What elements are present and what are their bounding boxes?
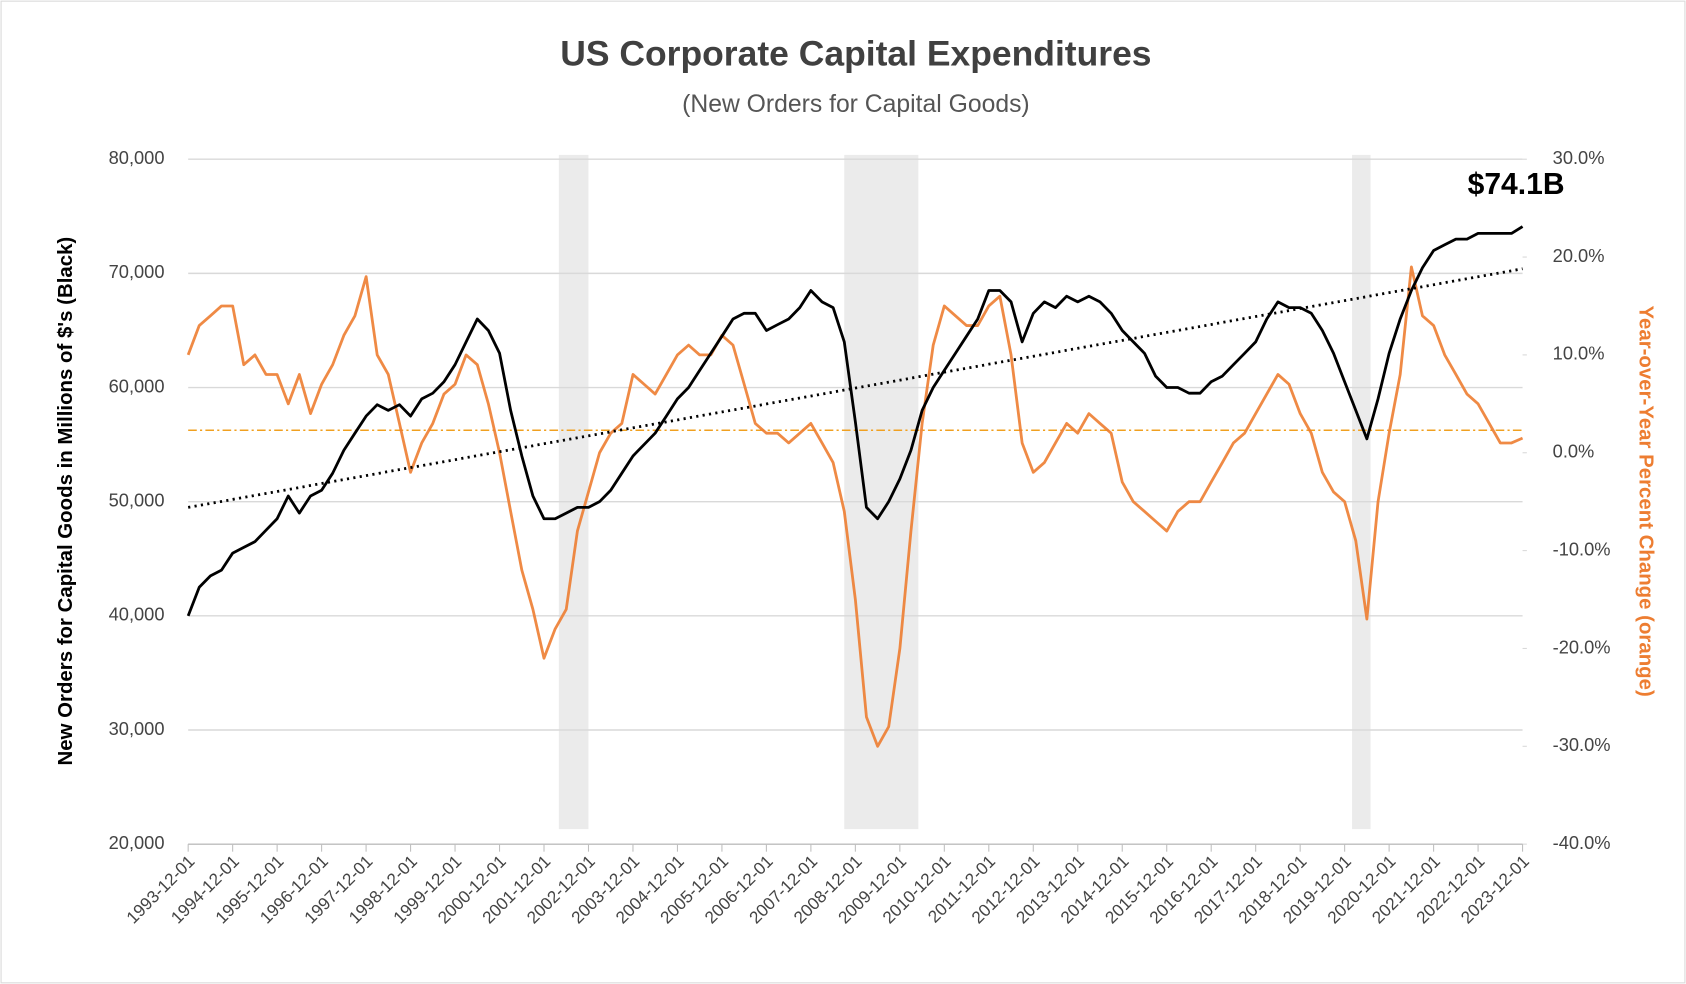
y-tick-label: 60,000 xyxy=(109,375,165,396)
series-line xyxy=(186,265,1524,748)
recession-band xyxy=(844,154,919,830)
recession-band xyxy=(558,154,589,830)
y-tick-label: 20,000 xyxy=(109,832,165,853)
y2-tick-label: 10.0% xyxy=(1553,343,1605,364)
chart-subtitle: (New Orders for Capital Goods) xyxy=(682,91,1030,118)
y-tick-label: 50,000 xyxy=(109,490,165,511)
y2-tick-label: -40.0% xyxy=(1553,832,1611,853)
annotation: $74.1B xyxy=(1468,168,1565,201)
y-tick-label: 80,000 xyxy=(109,147,165,168)
chart-title: US Corporate Capital Expenditures xyxy=(560,33,1151,73)
y2-tick-label: -20.0% xyxy=(1553,636,1611,657)
y-axis-label: New Orders for Capital Goods in Millions… xyxy=(55,237,77,766)
y2-axis-label: Year-over-Year Percent Change (orange) xyxy=(1635,306,1657,697)
y2-tick-label: 30.0% xyxy=(1553,147,1605,168)
y2-tick-label: 0.0% xyxy=(1553,441,1595,462)
y-tick-label: 40,000 xyxy=(109,604,165,625)
recession-band xyxy=(1352,154,1371,830)
y-tick-label: 70,000 xyxy=(109,261,165,282)
trend-line xyxy=(187,267,1523,509)
y-tick-label: 30,000 xyxy=(109,718,165,739)
y2-tick-label: 20.0% xyxy=(1553,245,1605,266)
y2-tick-label: -30.0% xyxy=(1553,734,1611,755)
y2-tick-label: -10.0% xyxy=(1553,538,1611,559)
